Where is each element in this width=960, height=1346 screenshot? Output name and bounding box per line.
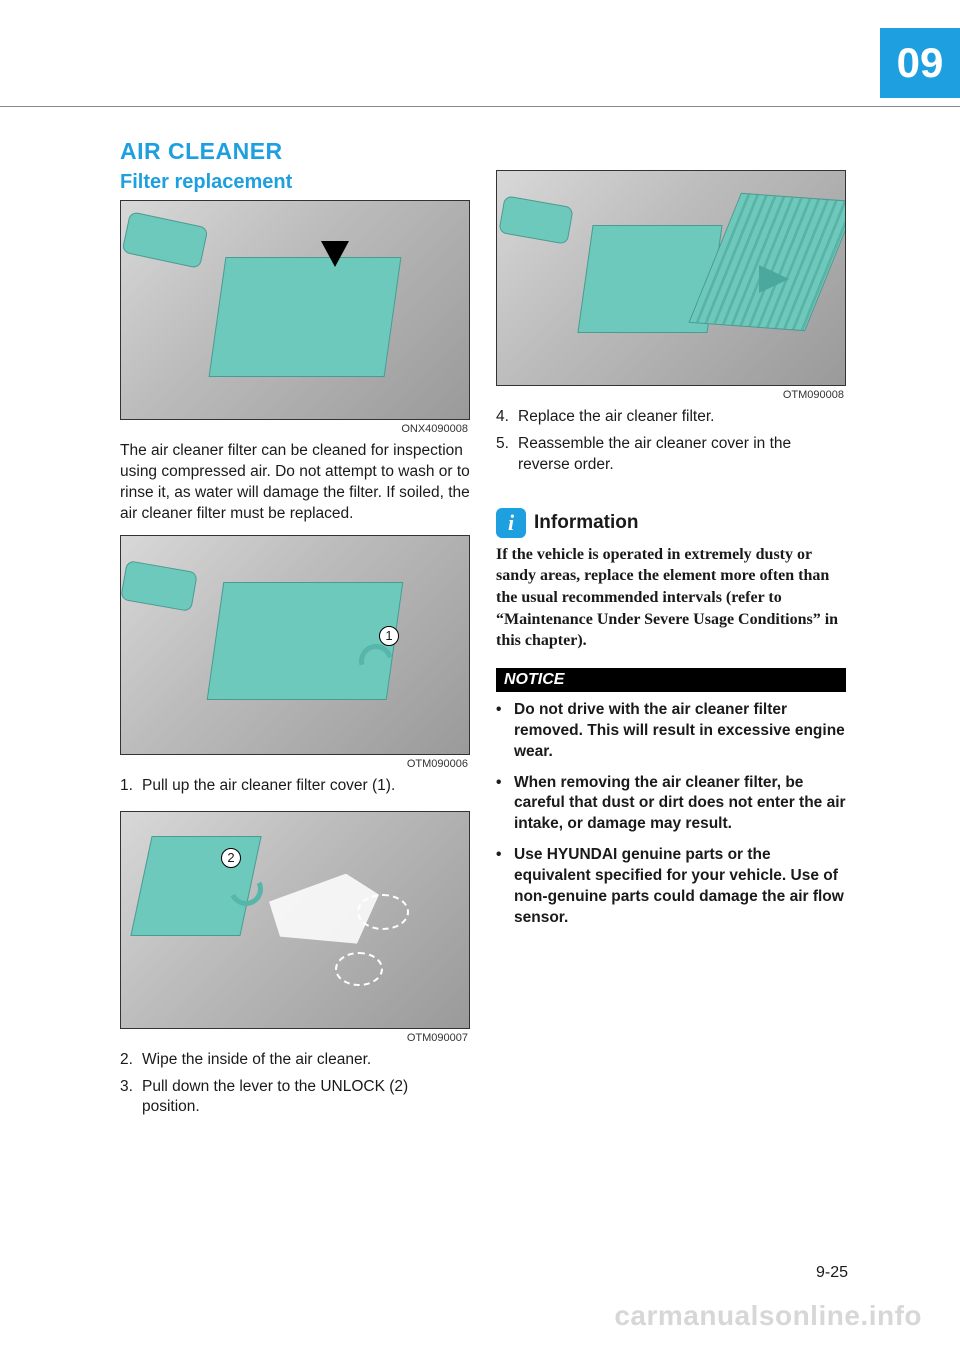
bullet-icon: • [496, 845, 514, 929]
figure-4 [496, 170, 846, 386]
spacer [496, 138, 846, 170]
step-number: 1. [120, 776, 142, 797]
step-item: 3. Pull down the lever to the UNLOCK (2)… [120, 1077, 470, 1119]
content-area: AIR CLEANER Filter replacement ONX409000… [120, 138, 846, 1132]
step-number: 3. [120, 1077, 142, 1119]
figure-2-caption: OTM090006 [120, 758, 468, 770]
page-number: 9-25 [816, 1264, 848, 1282]
intro-paragraph: The air cleaner filter can be cleaned fo… [120, 441, 470, 525]
section-title: AIR CLEANER [120, 138, 470, 165]
callout-2: 2 [221, 848, 241, 868]
step-list-right: 4. Replace the air cleaner filter. 5. Re… [496, 407, 846, 482]
arrow-down-icon [321, 241, 349, 267]
notice-label: NOTICE [496, 668, 846, 692]
air-filter-housing [207, 582, 404, 700]
bullet-icon: • [496, 773, 514, 836]
arrow-right-icon [759, 265, 789, 293]
step-item: 5. Reassemble the air cleaner cover in t… [496, 434, 846, 476]
step-number: 2. [120, 1050, 142, 1071]
right-column: OTM090008 4. Replace the air cleaner fil… [496, 138, 846, 1132]
step-text: Pull down the lever to the UNLOCK (2) po… [142, 1077, 470, 1119]
left-column: AIR CLEANER Filter replacement ONX409000… [120, 138, 470, 1132]
figure-4-caption: OTM090008 [496, 389, 844, 401]
info-header: i Information [496, 508, 846, 538]
step-text: Wipe the inside of the air cleaner. [142, 1050, 371, 1071]
step-number: 4. [496, 407, 518, 428]
step-item: 4. Replace the air cleaner filter. [496, 407, 846, 428]
notice-text: When removing the air cleaner filter, be… [514, 773, 846, 836]
highlight-circle [335, 952, 383, 986]
chapter-tab: 09 [880, 28, 960, 98]
filter-element [688, 193, 846, 331]
step-list-left-b: 2. Wipe the inside of the air cleaner. 3… [120, 1050, 470, 1125]
header-rule [0, 106, 960, 107]
subsection-title: Filter replacement [120, 171, 470, 194]
figure-1 [120, 200, 470, 420]
watermark: carmanualsonline.info [614, 1300, 922, 1332]
step-number: 5. [496, 434, 518, 476]
notice-item: • Use HYUNDAI genuine parts or the equiv… [496, 845, 846, 929]
callout-pointer [269, 874, 379, 944]
figure-1-caption: ONX4090008 [120, 423, 468, 435]
step-text: Pull up the air cleaner filter cover (1)… [142, 776, 395, 797]
notice-text: Do not drive with the air cleaner filter… [514, 700, 846, 763]
figure-3: 2 [120, 811, 470, 1029]
bullet-icon: • [496, 700, 514, 763]
intake-pipe [498, 195, 574, 245]
info-title: Information [534, 512, 639, 534]
intake-pipe [120, 560, 198, 612]
figure-3-caption: OTM090007 [120, 1032, 468, 1044]
figure-2: 1 [120, 535, 470, 755]
intake-pipe [122, 211, 209, 269]
step-item: 2. Wipe the inside of the air cleaner. [120, 1050, 470, 1071]
notice-item: • Do not drive with the air cleaner filt… [496, 700, 846, 763]
callout-1: 1 [379, 626, 399, 646]
notice-list: • Do not drive with the air cleaner filt… [496, 700, 846, 939]
notice-text: Use HYUNDAI genuine parts or the equival… [514, 845, 846, 929]
step-text: Reassemble the air cleaner cover in the … [518, 434, 846, 476]
info-icon: i [496, 508, 526, 538]
info-body: If the vehicle is operated in extremely … [496, 544, 846, 652]
step-list-left-a: 1. Pull up the air cleaner filter cover … [120, 776, 470, 803]
step-text: Replace the air cleaner filter. [518, 407, 714, 428]
step-item: 1. Pull up the air cleaner filter cover … [120, 776, 470, 797]
air-filter-housing [209, 257, 402, 377]
notice-item: • When removing the air cleaner filter, … [496, 773, 846, 836]
